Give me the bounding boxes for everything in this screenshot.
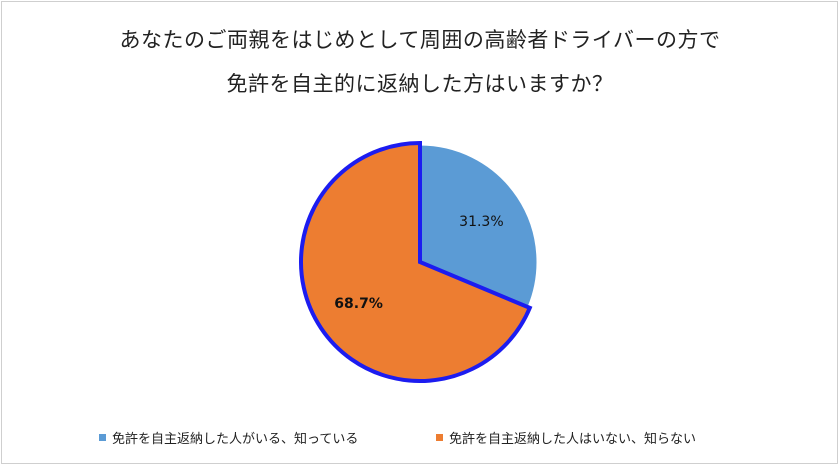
data-label-0: 31.3%	[459, 214, 503, 230]
chart-title-line-1: あなたのご両親をはじめとして周囲の高齢者ドライバーの方で	[119, 28, 721, 52]
legend-item-1: 免許を自主返納した人はいない、知らない	[436, 428, 696, 447]
legend-label-1: 免許を自主返納した人はいない、知らない	[449, 432, 697, 447]
legend-swatch-0	[99, 434, 106, 441]
data-label-1: 68.7%	[334, 296, 383, 312]
legend-item-0: 免許を自主返納した人がいる、知っている	[99, 428, 358, 447]
chart-title-line-2: 免許を自主的に返納した方はいますか？	[226, 72, 614, 96]
pie-slice-0	[419, 144, 538, 308]
pie-slice-1	[299, 140, 533, 383]
legend-label-0: 免許を自主返納した人がいる、知っている	[112, 432, 359, 447]
legend-swatch-1	[436, 434, 443, 441]
legend: 免許を自主返納した人がいる、知っている 免許を自主返納した人はいない、知らない	[0, 428, 840, 450]
